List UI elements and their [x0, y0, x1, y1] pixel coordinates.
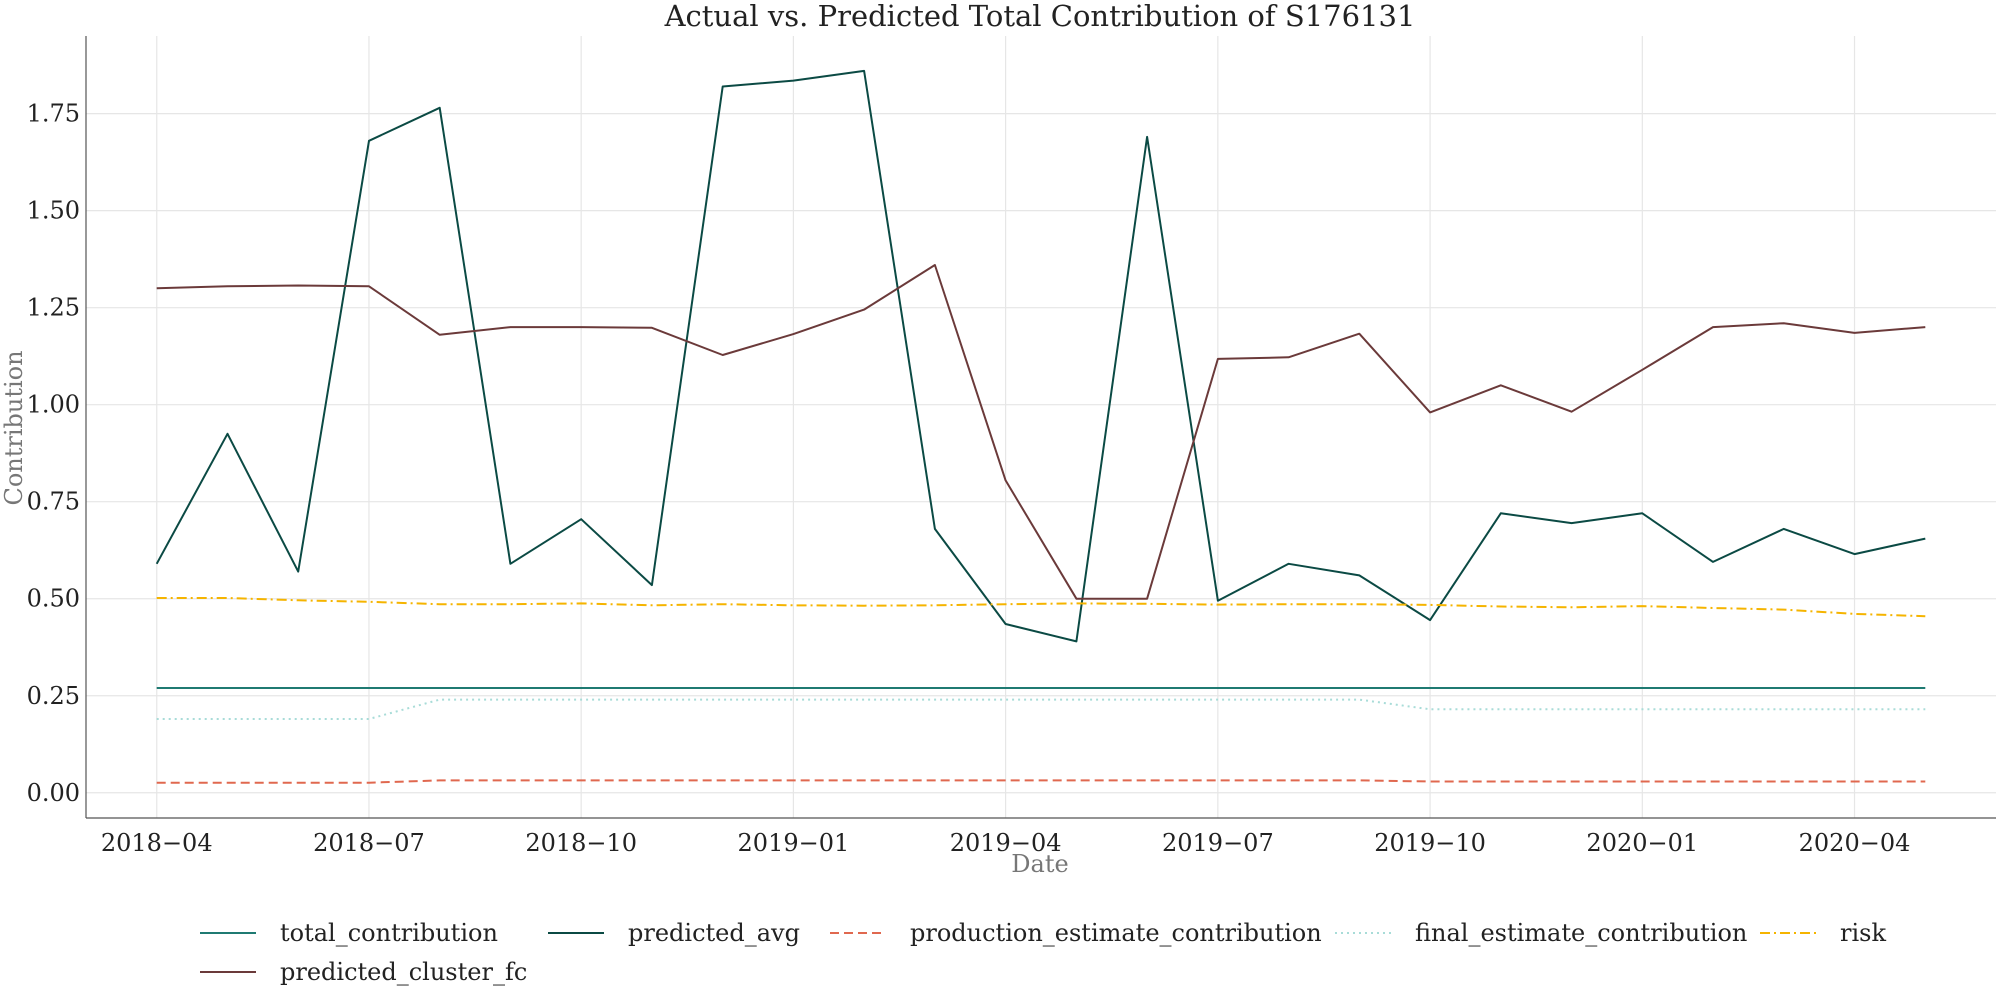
series-line-predicted-cluster-fc	[156, 264, 1926, 600]
x-tick-label: 2018−04	[101, 829, 213, 857]
x-tick-label: 2019−01	[738, 829, 850, 857]
legend: total_contribution predicted_avg productio…	[200, 919, 1886, 986]
x-tick-label: 2020−04	[1799, 829, 1911, 857]
y-tick-label: 0.75	[27, 488, 80, 516]
series-line-production-estimate-contribution	[156, 779, 1926, 784]
y-tick-label: 0.25	[27, 682, 80, 710]
legend-label: final_estimate_contribution	[1415, 919, 1747, 947]
x-tick-label: 2020−01	[1586, 829, 1698, 857]
legend-label: predicted_avg	[628, 919, 800, 947]
x-tick-label: 2019−04	[950, 829, 1062, 857]
y-tick-label: 1.50	[27, 197, 80, 225]
x-tick-label: 2019−07	[1162, 829, 1274, 857]
series-line-risk	[156, 597, 1926, 618]
series-line-predicted-avg	[155, 69, 1926, 643]
y-tick-label: 1.25	[27, 294, 80, 322]
x-tick-label: 2018−07	[313, 829, 425, 857]
axes	[85, 36, 1996, 819]
y-axis-label: Contribution	[0, 350, 28, 505]
x-tick-label: 2019−10	[1374, 829, 1486, 857]
legend-label: total_contribution	[280, 919, 498, 947]
grid-lines	[86, 36, 1996, 818]
y-tick-label: 0.50	[27, 585, 80, 613]
legend-label: production_estimate_contribution	[910, 919, 1322, 947]
series-line-final-estimate-contribution	[156, 698, 1926, 720]
y-tick-label: 1.75	[27, 100, 80, 128]
x-tick-labels: 2018−04 2018−07 2018−10 2019−01 2019−04 2019−…	[101, 829, 1911, 857]
x-tick-label: 2018−10	[525, 829, 637, 857]
chart-title: Actual vs. Predicted Total Contribution …	[664, 0, 1416, 33]
x-axis-label: Date	[1011, 850, 1068, 878]
y-tick-labels: 0.00 0.25 0.50 0.75 1.00 1.25 1.50 1.75	[27, 100, 80, 807]
y-tick-label: 1.00	[27, 391, 80, 419]
series-lines	[155, 69, 1926, 784]
legend-label: risk	[1840, 919, 1886, 947]
y-tick-label: 0.00	[27, 779, 80, 807]
legend-label: predicted_cluster_fc	[280, 958, 527, 986]
